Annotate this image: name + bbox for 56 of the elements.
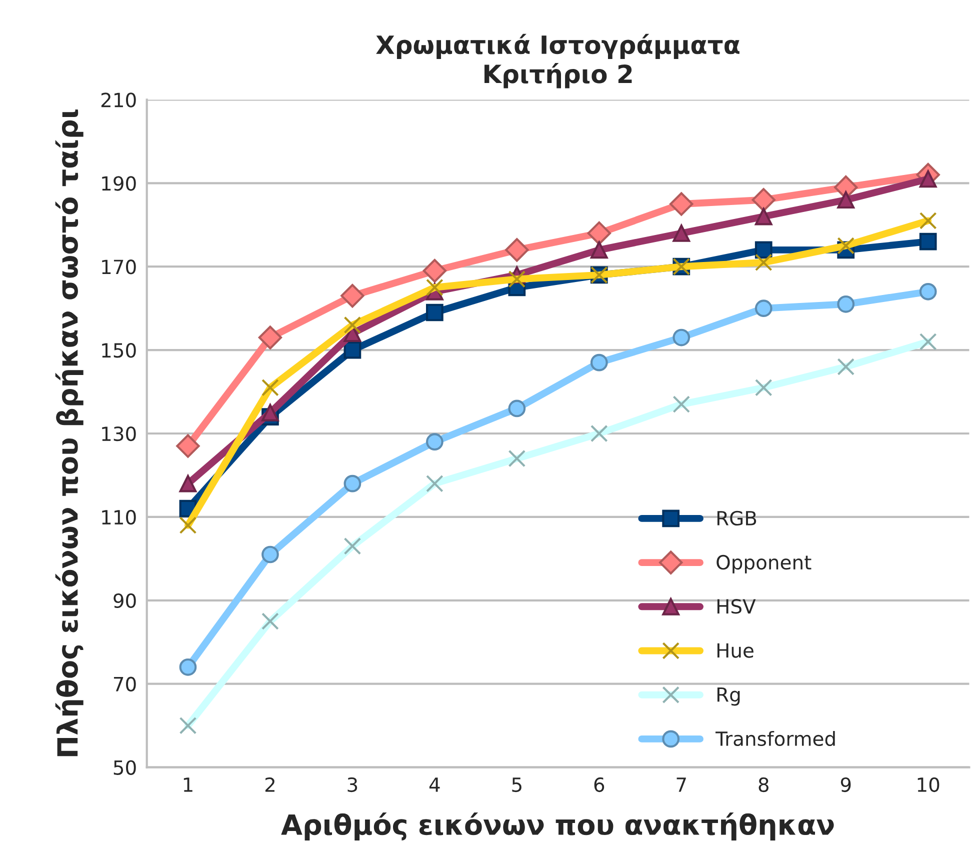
point — [587, 221, 611, 246]
point — [340, 284, 364, 308]
point — [262, 546, 279, 564]
y-tick-label: 130 — [102, 426, 136, 442]
point — [919, 232, 937, 250]
x-tick-label: 4 — [429, 778, 440, 792]
x-tick-label: 3 — [348, 777, 358, 792]
legend-label: RGB — [717, 510, 756, 526]
point — [590, 241, 608, 259]
point — [344, 341, 362, 359]
point — [179, 474, 197, 492]
x-tick-label: 6 — [594, 777, 604, 792]
y-tick-label: 210 — [101, 92, 136, 108]
point — [919, 282, 937, 300]
point — [590, 354, 608, 372]
point — [262, 404, 279, 422]
point — [179, 658, 197, 676]
y-tick-label: 70 — [114, 676, 136, 692]
point — [672, 328, 690, 346]
x-tick-label: 1 — [184, 778, 192, 792]
chart-title: Χρωματικά Ιστογράμματα Κριτήριο 2 — [376, 34, 740, 88]
legend-label: Rg — [717, 687, 740, 706]
point — [422, 258, 447, 283]
x-tick-label: 5 — [512, 778, 522, 792]
x-tick-label: 10 — [918, 777, 940, 792]
legend-label: HSV — [717, 599, 756, 614]
point — [426, 433, 444, 451]
x-tick-label: 7 — [676, 778, 686, 792]
y-tick-label: 190 — [102, 176, 136, 191]
point — [344, 474, 362, 492]
point — [426, 304, 444, 322]
point — [754, 241, 772, 259]
point — [754, 208, 772, 226]
point — [754, 300, 772, 318]
point — [258, 326, 282, 350]
x-tick-label: 2 — [265, 777, 274, 792]
point — [837, 295, 855, 313]
x-tick-label: 8 — [758, 777, 768, 792]
point — [670, 192, 694, 216]
legend-label: Opponent — [716, 554, 812, 574]
x-tick-label: 9 — [840, 777, 851, 792]
legend-label: Hue — [717, 643, 754, 658]
y-tick-label: 110 — [102, 510, 136, 525]
point — [505, 238, 529, 262]
y-tick-label: 150 — [102, 343, 136, 358]
y-tick-label: 90 — [114, 593, 136, 608]
y-tick-label: 50 — [114, 760, 136, 775]
x-axis-title: Αριθμός εικόνων που ανακτήθηκαν — [281, 812, 834, 841]
point — [752, 188, 776, 212]
y-tick-label: 170 — [102, 260, 136, 274]
y-axis-title: Πλήθος εικόνων που βρήκαν σωστό ταίρι — [55, 109, 84, 756]
legend-label: Transformed — [716, 730, 835, 746]
point — [837, 191, 855, 209]
point — [176, 434, 200, 458]
point — [672, 224, 690, 242]
point — [508, 400, 526, 418]
